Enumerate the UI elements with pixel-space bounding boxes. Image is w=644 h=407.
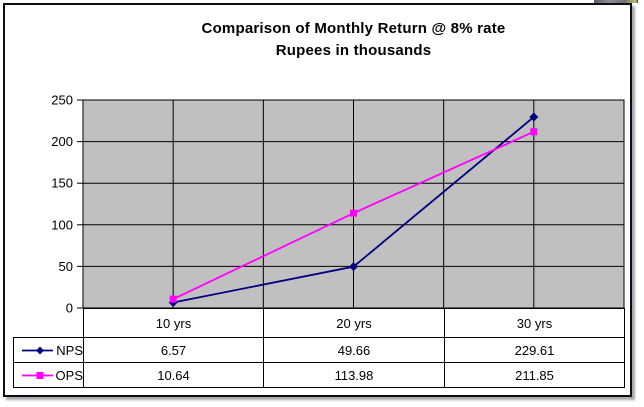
category-cell-30yrs: 30 yrs (444, 308, 625, 338)
chart-subtitle: Rupees in thousands (275, 42, 432, 59)
line-chart-plot: 0 50 100 150 200 250 (51, 93, 625, 316)
category-header-row: 10 yrs 20 yrs 30 yrs (14, 308, 625, 338)
chart-image-frame: Comparison of Monthly Return @ 8% rate R… (3, 3, 632, 397)
ops-value-30yrs: 211.85 (444, 362, 625, 388)
y-tick-label: 150 (51, 176, 73, 191)
ops-value-10yrs: 10.64 (83, 362, 264, 388)
ops-marker-square (350, 209, 357, 217)
nps-marker-diamond (529, 112, 539, 122)
nps-marker-diamond (349, 262, 358, 272)
category-cell-20yrs: 20 yrs (263, 308, 445, 338)
nps-value-20yrs: 49.66 (263, 337, 445, 363)
screenshot-edge-artifact (594, 0, 638, 3)
y-tick-label: 50 (59, 259, 73, 274)
chart-title-block: Comparison of Monthly Return @ 8% rate R… (83, 18, 624, 62)
nps-value-10yrs: 6.57 (83, 337, 264, 363)
y-tick-label: 0 (66, 301, 73, 316)
table-corner-cell (14, 309, 84, 338)
chart-title: Comparison of Monthly Return @ 8% rate (201, 20, 506, 37)
nps-table-row: NPS 6.57 49.66 229.61 (13, 337, 625, 363)
nps-value-30yrs: 229.61 (444, 337, 625, 363)
nps-legend-cell: NPS (13, 337, 84, 363)
category-cell-10yrs: 10 yrs (83, 308, 264, 338)
chart-data-table: 10 yrs 20 yrs 30 yrs NPS 6.57 49.66 229.… (13, 308, 625, 388)
nps-legend-key-icon (22, 346, 54, 354)
nps-series-label: NPS (56, 342, 83, 358)
ops-table-row: OPS 10.64 113.98 211.85 (13, 362, 625, 388)
y-tick-label: 200 (51, 134, 73, 149)
ops-value-20yrs: 113.98 (263, 362, 445, 388)
ops-marker-square (169, 295, 177, 303)
y-tick-label: 100 (51, 217, 73, 232)
ops-marker-square (530, 128, 538, 136)
ops-series-label: OPS (55, 367, 83, 383)
ops-legend-key: OPS (15, 367, 83, 383)
y-tick-label: 250 (51, 93, 73, 108)
ops-legend-cell: OPS (13, 362, 84, 388)
nps-legend-key: NPS (15, 342, 83, 358)
ops-legend-key-icon (22, 371, 53, 379)
